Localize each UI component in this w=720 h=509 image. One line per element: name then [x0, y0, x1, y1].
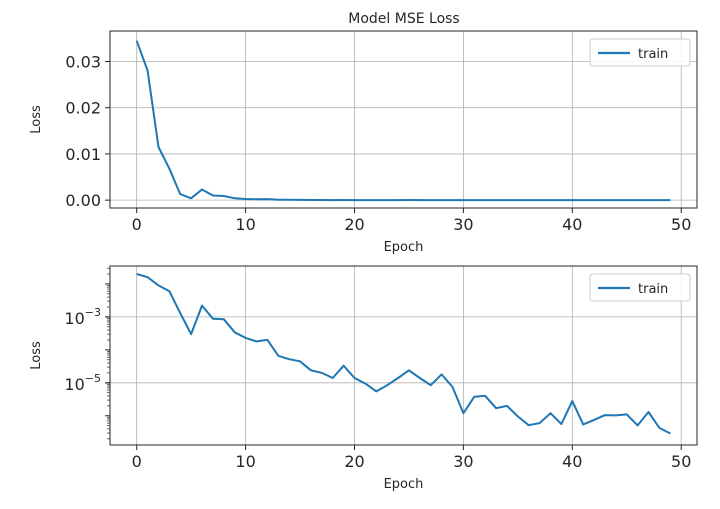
- axes-frame: [109, 30, 698, 209]
- bottom-log-loss-plot: 0 10 20 30 40 50 10−3 10−5 Epoch Loss train: [29, 265, 698, 492]
- series-line-train: [136, 273, 671, 435]
- legend-box: [589, 38, 691, 67]
- x-tick-label: 30: [453, 452, 473, 471]
- x-tick-label: 40: [562, 215, 582, 234]
- x-axis-label: Epoch: [384, 477, 424, 492]
- y-tick-label: 0.01: [65, 145, 101, 164]
- x-tick-label: 0: [132, 215, 142, 234]
- legend-label: train: [638, 282, 668, 297]
- x-tick-label: 40: [562, 452, 582, 471]
- x-tick-label: 10: [235, 215, 255, 234]
- y-tick-label: 10−5: [64, 372, 101, 394]
- x-tick-label: 20: [344, 215, 364, 234]
- x-tick-label: 30: [453, 215, 473, 234]
- x-tick-label: 50: [671, 215, 691, 234]
- y-axis-label: Loss: [29, 105, 44, 134]
- x-tick-label: 20: [344, 452, 364, 471]
- y-tick-label: 0.00: [65, 191, 101, 210]
- y-tick-label: 0.02: [65, 99, 101, 118]
- y-tick-label: 0.03: [65, 53, 101, 72]
- legend-label: train: [638, 47, 668, 62]
- x-tick-label: 50: [671, 452, 691, 471]
- legend: train: [589, 273, 691, 302]
- x-tick-label: 10: [235, 452, 255, 471]
- x-tick-label: 0: [132, 452, 142, 471]
- series-line-train: [135, 40, 671, 202]
- axes-frame: [109, 265, 698, 446]
- y-tick-label: 10−3: [64, 306, 101, 328]
- legend-box: [589, 273, 691, 302]
- y-axis-label: Loss: [29, 341, 44, 370]
- top-linear-loss-plot: 0 10 20 30 40 50 0.00 0.01 0.02 0.03 Epoch Loss trai…: [29, 30, 698, 255]
- legend: train: [589, 38, 691, 67]
- x-axis-label: Epoch: [384, 240, 424, 255]
- chart-title: Model MSE Loss: [348, 11, 459, 27]
